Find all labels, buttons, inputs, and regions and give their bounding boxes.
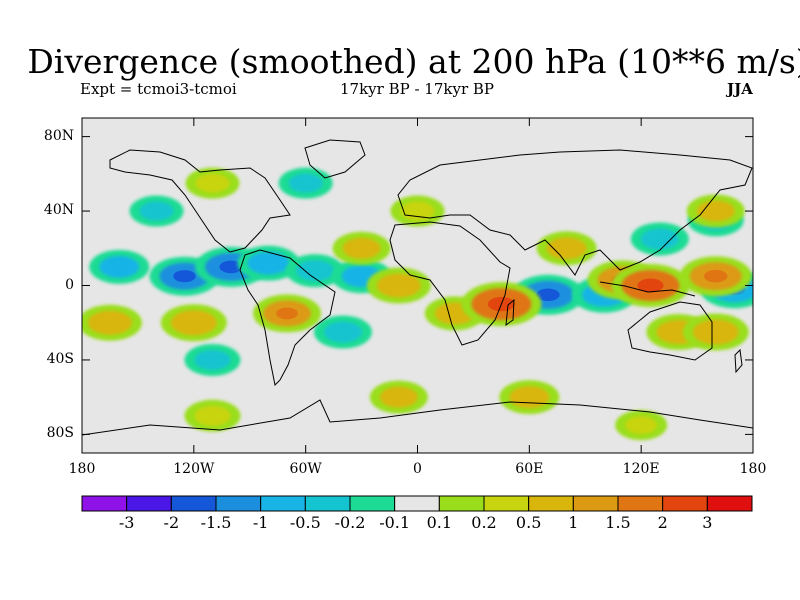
field-patch [546,237,587,260]
lon-tick-label: 60W [289,461,322,477]
field-patch-core [219,260,243,274]
colorbar-tick-label: 1.5 [605,513,631,532]
coast-north-america [109,149,291,253]
colorbar-swatch [394,495,440,512]
colorbar-tick-label: 0.1 [426,513,453,532]
coast-madagascar [505,298,515,327]
lat-tick-label: 40S [46,350,74,367]
colorbar [81,495,753,512]
colorbar-swatch [81,495,128,512]
coast-eurasia [397,149,753,276]
lon-tick-label: 0 [413,461,422,477]
period-label: 17kyr BP - 17kyr BP [340,80,495,98]
coast-new-zealand [734,348,743,374]
field-patch [376,273,421,298]
field-patch [509,386,550,409]
field-patch [342,237,381,259]
field-patch [170,310,217,336]
colorbar-tick-label: -0.5 [289,513,321,532]
field-patch [696,200,735,222]
season-label: JJA [727,80,753,98]
colorbar-tick-label: -2 [163,513,180,532]
field-patch [247,251,290,275]
colorbar-swatch [662,495,708,512]
experiment-label: Expt = tcmoi3-tcmoi [80,80,237,98]
field-patch [87,310,132,335]
colorbar-swatch [528,495,574,512]
field-patch [99,255,140,278]
colorbar-swatch [349,495,396,512]
field-patch [640,228,679,250]
field-patch-core [637,278,664,293]
field-patch-core [173,270,196,283]
divergence-field [82,167,753,441]
field-patch [194,405,231,426]
lat-tick-label: 0 [65,276,74,293]
colorbar-swatch [706,495,753,512]
colorbar-swatch [483,495,530,512]
field-patch-core [704,269,728,283]
lon-tick-label: 60E [515,461,544,477]
field-patch [194,349,231,370]
field-patch [139,201,174,221]
colorbar-swatch [126,495,172,512]
colorbar-tick-label: -1.5 [200,513,232,532]
coast-indonesia [599,281,696,297]
field-patch [195,173,230,193]
coastlines [82,139,753,436]
axis-ticks [81,118,754,453]
colorbar-tick-label: -1 [252,513,269,532]
colorbar-tick-label: -3 [118,513,135,532]
coast-africa [389,221,511,346]
coast-antarctica [82,399,753,436]
colorbar-swatch [617,495,664,512]
lat-tick-label: 40N [43,202,74,219]
lat-tick-label: 80S [46,425,74,442]
colorbar-swatch [260,495,306,512]
colorbar-swatch [304,495,351,512]
lat-tick-label: 80N [43,127,74,144]
colorbar-tick-label: 1 [568,513,579,532]
coast-australia [627,301,713,361]
lon-tick-label: 120W [173,461,215,477]
colorbar-tick-label: 3 [702,513,713,532]
lon-tick-label: 180 [68,461,96,477]
field-patch [379,386,418,408]
colorbar-swatch [438,495,485,512]
colorbar-swatch [170,495,217,512]
field-patch [288,173,323,193]
lon-tick-label: 120E [622,461,660,477]
coast-greenland [304,139,366,179]
field-patch-core [536,288,560,302]
colorbar-swatch [572,495,619,512]
lon-tick-label: 180 [739,461,767,477]
chart-title: Divergence (smoothed) at 200 hPa (10**6 … [27,42,800,81]
colorbar-tick-label: 2 [657,513,668,532]
colorbar-tick-label: -0.2 [334,513,366,532]
field-patch [625,416,658,435]
field-patch [323,321,362,343]
coast-south-america [239,249,336,387]
colorbar-tick-label: -0.1 [379,513,411,532]
field-patch [692,319,739,345]
colorbar-tick-label: 0.2 [471,513,497,532]
field-patch-core [276,307,298,320]
colorbar-swatch [215,495,262,512]
field-patch [295,260,334,282]
colorbar-tick-label: 0.5 [515,513,542,532]
